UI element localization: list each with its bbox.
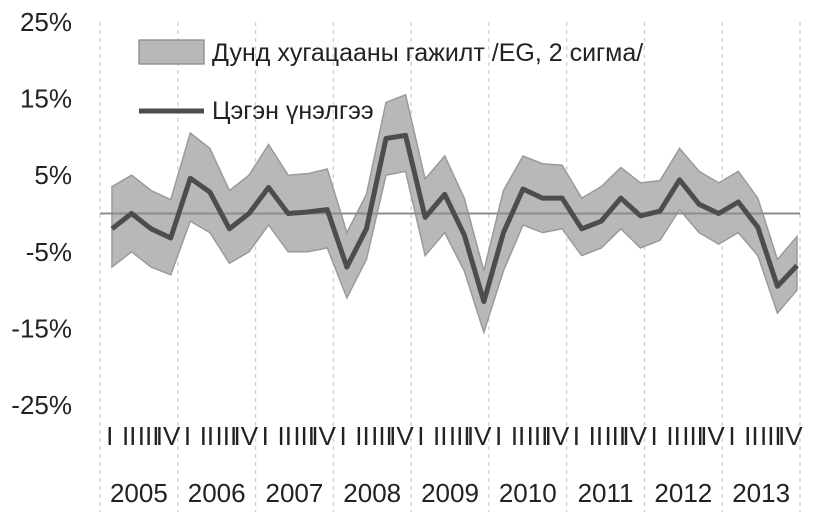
legend-band-swatch [138,39,205,65]
quarter-label: I [417,421,424,451]
quarter-label: I [573,421,580,451]
year-label: 2007 [266,478,324,508]
quarter-label: II [277,421,291,451]
quarter-label: I [495,421,502,451]
year-label: 2008 [343,478,401,508]
quarter-label: IV [622,421,647,451]
legend: Дунд хугацааны гажилт /EG, 2 сигма/ Цэгэ… [138,39,643,125]
quarter-label: I [651,421,658,451]
year-label: 2010 [499,478,557,508]
legend-line-label: Цэгэн үнэлгээ [212,97,374,125]
quarter-label: II [666,421,680,451]
quarter-label: III [216,421,238,451]
year-label: 2013 [732,478,790,508]
quarter-label: IV [389,421,414,451]
y-axis: 25% 15% 5% -5% -15% -25% [11,7,72,420]
quarter-label: III [760,421,782,451]
year-label: 2006 [188,478,246,508]
quarter-label: II [589,421,603,451]
legend-band-label: Дунд хугацааны гажилт /EG, 2 сигма/ [212,39,643,67]
year-label: 2009 [421,478,479,508]
quarter-label: IV [545,421,570,451]
quarter-label: I [339,421,346,451]
quarter-label: II [511,421,525,451]
quarter-label: II [200,421,214,451]
quarter-label: IV [700,421,725,451]
year-label: 2011 [578,478,634,508]
quarter-label: III [682,421,704,451]
quarter-label: I [262,421,269,451]
year-label: 2012 [654,478,712,508]
y-tick-label: -25% [11,390,72,420]
quarter-label: III [293,421,315,451]
quarter-label: II [122,421,136,451]
quarter-label: III [527,421,549,451]
quarter-label: II [744,421,758,451]
quarter-label: IV [234,421,259,451]
vertical-gridlines [99,22,801,512]
quarter-label: IV [311,421,336,451]
point-estimate-line [110,132,799,305]
quarter-label: IV [778,421,803,451]
y-tick-label: 25% [20,7,72,37]
quarter-label: I [106,421,113,451]
quarter-label: III [604,421,626,451]
quarter-label: III [138,421,160,451]
year-label: 2005 [110,478,168,508]
quarter-label: I [728,421,735,451]
quarter-label: IV [156,421,181,451]
y-tick-label: 15% [20,84,72,114]
y-tick-label: -5% [26,237,72,267]
quarter-label: III [371,421,393,451]
quarter-label: II [433,421,447,451]
y-tick-label: -15% [11,313,72,343]
quarter-label: III [449,421,471,451]
quarter-label: I [184,421,191,451]
quarter-label: II [355,421,369,451]
quarter-label: IV [467,421,492,451]
y-tick-label: 5% [34,160,72,190]
line-layer [110,132,799,305]
